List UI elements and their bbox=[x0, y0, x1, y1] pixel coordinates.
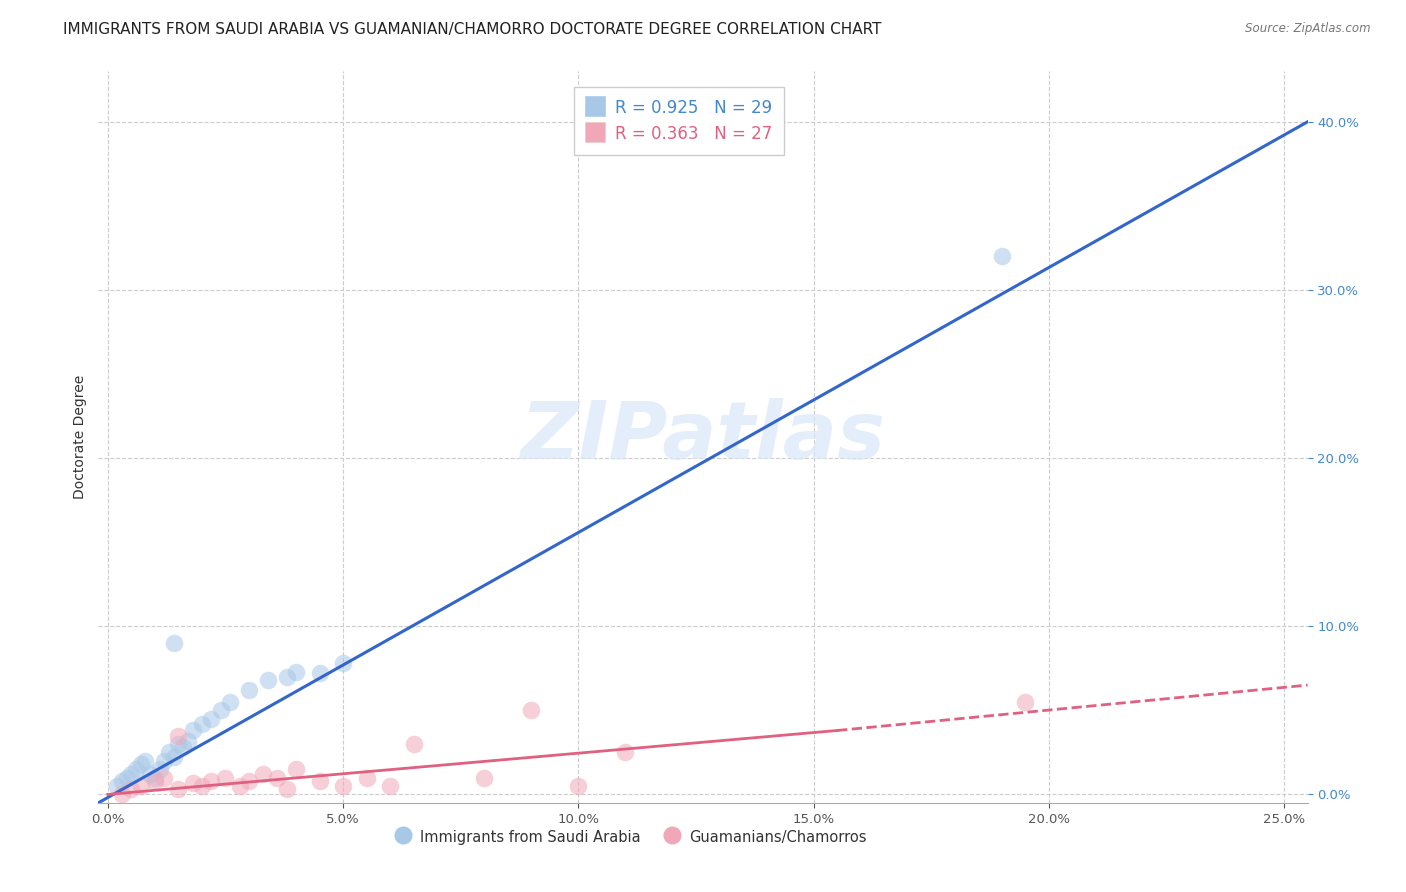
Point bbox=[163, 750, 186, 764]
Point bbox=[149, 762, 172, 776]
Point bbox=[167, 729, 190, 743]
Point bbox=[1014, 695, 1036, 709]
Point bbox=[191, 716, 214, 731]
Point bbox=[129, 757, 152, 772]
Point bbox=[266, 771, 288, 785]
Point bbox=[219, 695, 242, 709]
Point bbox=[378, 779, 401, 793]
Point bbox=[167, 737, 190, 751]
Point bbox=[520, 703, 543, 717]
Point bbox=[276, 782, 298, 797]
Point bbox=[256, 673, 278, 687]
Point bbox=[252, 767, 274, 781]
Point bbox=[214, 771, 236, 785]
Point bbox=[134, 754, 156, 768]
Point bbox=[111, 773, 134, 788]
Point bbox=[129, 779, 152, 793]
Point bbox=[238, 683, 260, 698]
Point bbox=[614, 745, 637, 759]
Point bbox=[238, 773, 260, 788]
Point bbox=[143, 773, 166, 788]
Text: ZIPatlas: ZIPatlas bbox=[520, 398, 886, 476]
Point bbox=[472, 771, 495, 785]
Point bbox=[139, 767, 162, 781]
Point bbox=[308, 773, 330, 788]
Y-axis label: Doctorate Degree: Doctorate Degree bbox=[73, 375, 87, 500]
Point bbox=[143, 771, 166, 785]
Point bbox=[285, 665, 308, 679]
Point bbox=[181, 723, 204, 738]
Point bbox=[332, 779, 354, 793]
Point bbox=[105, 779, 128, 793]
Point bbox=[356, 771, 378, 785]
Point bbox=[200, 712, 222, 726]
Point bbox=[990, 249, 1012, 263]
Point bbox=[181, 775, 204, 789]
Text: Source: ZipAtlas.com: Source: ZipAtlas.com bbox=[1246, 22, 1371, 36]
Point bbox=[157, 745, 180, 759]
Point bbox=[191, 779, 214, 793]
Point bbox=[120, 767, 142, 781]
Point bbox=[111, 788, 134, 802]
Point bbox=[125, 762, 148, 776]
Point bbox=[163, 636, 186, 650]
Point bbox=[308, 666, 330, 681]
Point bbox=[276, 670, 298, 684]
Point bbox=[177, 733, 200, 747]
Point bbox=[120, 782, 142, 797]
Point bbox=[402, 737, 425, 751]
Point bbox=[332, 657, 354, 671]
Legend: Immigrants from Saudi Arabia, Guamanians/Chamorros: Immigrants from Saudi Arabia, Guamanians… bbox=[388, 823, 873, 850]
Point bbox=[153, 771, 176, 785]
Point bbox=[285, 762, 308, 776]
Point bbox=[167, 782, 190, 797]
Point bbox=[200, 773, 222, 788]
Point bbox=[228, 779, 250, 793]
Point bbox=[209, 703, 232, 717]
Point bbox=[153, 754, 176, 768]
Point bbox=[567, 779, 589, 793]
Point bbox=[115, 771, 138, 785]
Point bbox=[172, 740, 194, 755]
Text: IMMIGRANTS FROM SAUDI ARABIA VS GUAMANIAN/CHAMORRO DOCTORATE DEGREE CORRELATION : IMMIGRANTS FROM SAUDI ARABIA VS GUAMANIA… bbox=[63, 22, 882, 37]
